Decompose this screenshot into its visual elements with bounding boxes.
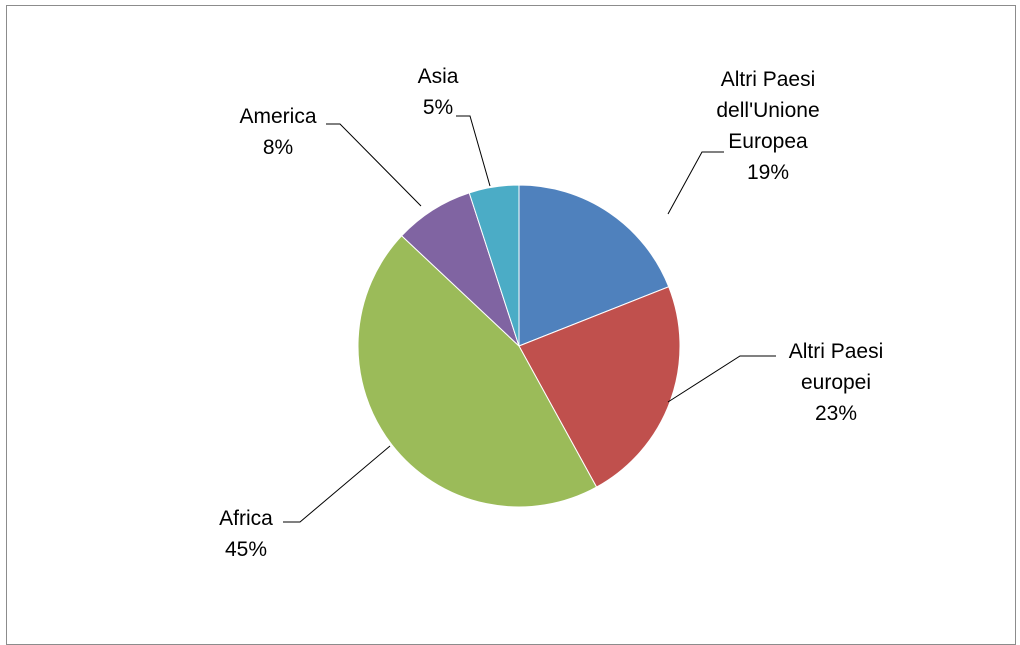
pie-slice-0	[518, 184, 670, 347]
slice-label-line-3-0: America	[239, 105, 316, 128]
slice-label-line-0-0: Altri Paesi	[721, 68, 816, 91]
leader-line-4	[456, 115, 491, 187]
slices-layer	[357, 184, 681, 508]
slice-percent-0: 19%	[747, 161, 789, 184]
slice-percent-4: 5%	[423, 96, 453, 119]
leader-line-1	[667, 355, 776, 403]
leader-lines-layer	[283, 115, 776, 523]
labels-layer: Altri Paesi dell'Unione Europea 19%Altri Pa…	[219, 65, 883, 561]
slice-label-line-1-0: Altri Paesi	[789, 340, 884, 363]
slice-label-2: Africa 45%	[219, 507, 273, 561]
slice-label-3: America 8%	[239, 105, 316, 159]
leader-line-0	[667, 151, 724, 215]
pie-slice-4	[468, 184, 520, 347]
slice-percent-3: 8%	[263, 136, 293, 159]
slice-label-line-1-1: europei	[801, 371, 871, 394]
slice-label-line-2-0: Africa	[219, 507, 273, 530]
slice-percent-1: 23%	[815, 402, 857, 425]
slice-label-1: Altri Paesi europei 23%	[789, 340, 884, 425]
slice-label-0: Altri Paesi dell'Unione Europea 19%	[716, 68, 819, 184]
slice-label-line-0-2: Europea	[728, 130, 808, 153]
slice-percent-2: 45%	[225, 538, 267, 561]
leader-line-2	[283, 445, 391, 523]
slice-label-line-4-0: Asia	[418, 65, 459, 88]
slice-label-line-0-1: dell'Unione	[716, 99, 819, 122]
pie-slice-2	[357, 235, 598, 508]
leader-line-3	[326, 123, 422, 207]
slice-label-4: Asia 5%	[418, 65, 459, 119]
